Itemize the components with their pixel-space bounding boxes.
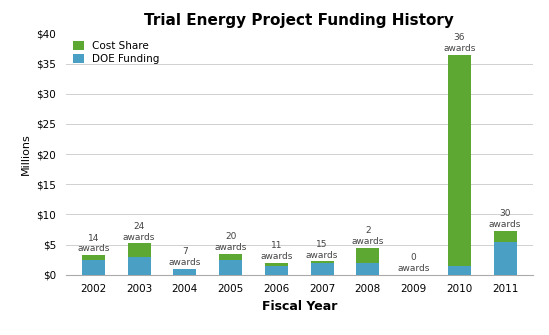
Text: 2
awards: 2 awards bbox=[352, 226, 384, 246]
Text: 15
awards: 15 awards bbox=[306, 240, 338, 260]
Text: 36
awards: 36 awards bbox=[443, 34, 475, 53]
Text: 30
awards: 30 awards bbox=[489, 209, 521, 229]
Bar bbox=[494, 231, 517, 242]
Text: 0
awards: 0 awards bbox=[397, 254, 430, 273]
Bar bbox=[82, 255, 105, 260]
Text: 7
awards: 7 awards bbox=[169, 248, 201, 267]
Bar bbox=[311, 261, 334, 263]
Text: 14
awards: 14 awards bbox=[77, 233, 109, 253]
Bar bbox=[448, 55, 471, 266]
Text: 24
awards: 24 awards bbox=[123, 222, 155, 242]
Text: 11
awards: 11 awards bbox=[260, 242, 293, 261]
Bar bbox=[173, 269, 197, 275]
Y-axis label: Millions: Millions bbox=[21, 133, 31, 175]
Bar bbox=[494, 242, 517, 275]
Bar bbox=[265, 263, 288, 266]
Bar bbox=[311, 263, 334, 275]
Bar bbox=[265, 266, 288, 275]
Bar bbox=[448, 266, 471, 275]
Bar bbox=[219, 260, 242, 275]
Bar bbox=[82, 260, 105, 275]
Bar bbox=[219, 254, 242, 260]
Bar bbox=[356, 263, 379, 275]
Text: 20
awards: 20 awards bbox=[215, 232, 247, 252]
Title: Trial Energy Project Funding History: Trial Energy Project Funding History bbox=[144, 13, 454, 28]
Bar bbox=[356, 248, 379, 263]
Bar bbox=[127, 257, 150, 275]
X-axis label: Fiscal Year: Fiscal Year bbox=[261, 300, 337, 313]
Bar bbox=[127, 243, 150, 257]
Legend: Cost Share, DOE Funding: Cost Share, DOE Funding bbox=[69, 37, 164, 68]
